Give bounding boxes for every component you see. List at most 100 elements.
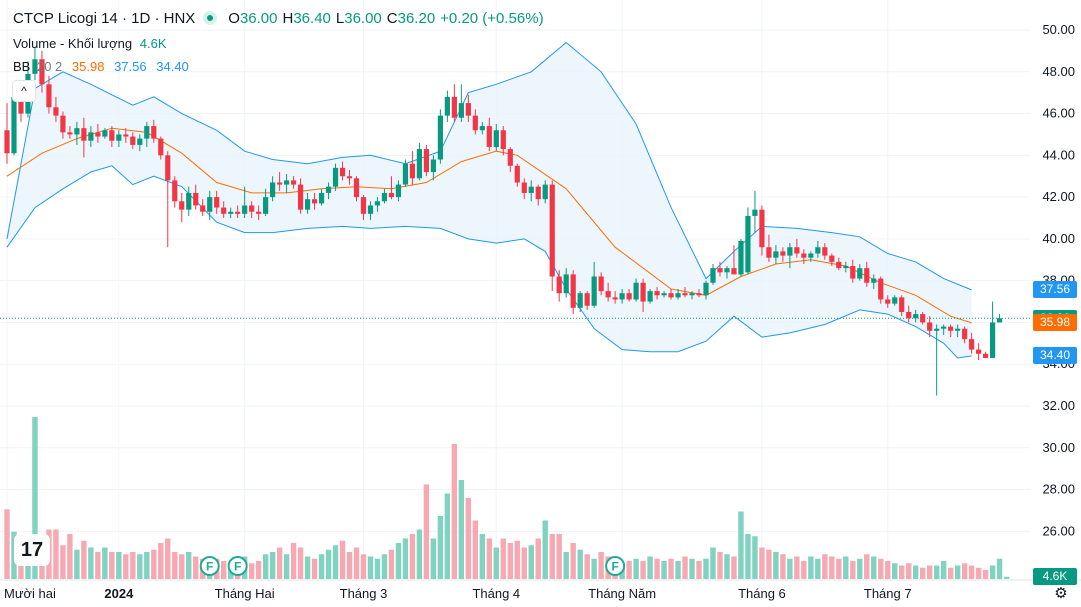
volume-bar xyxy=(423,484,430,579)
volume-bar xyxy=(773,552,779,579)
candle-body xyxy=(717,268,723,273)
symbol-title[interactable]: CTCP Licogi 14 · 1D · HNX xyxy=(13,10,196,27)
volume-bar xyxy=(186,552,192,579)
candle-body xyxy=(416,149,423,179)
candle-body xyxy=(221,207,227,214)
volume-bar xyxy=(584,554,590,579)
y-tick-label: 42.00 xyxy=(1042,189,1075,204)
candle-body xyxy=(864,268,870,283)
volume-bar xyxy=(724,554,730,579)
volume-bar xyxy=(892,563,898,579)
volume-bar xyxy=(703,558,709,579)
candle-body xyxy=(395,184,402,198)
candle-body xyxy=(339,167,346,177)
volume-bar xyxy=(486,538,493,579)
candle-body xyxy=(549,184,555,277)
volume-bar xyxy=(1003,576,1010,579)
y-tick-label: 48.00 xyxy=(1042,64,1075,79)
candle-body xyxy=(360,197,367,214)
candle-body xyxy=(109,130,115,141)
candle-body xyxy=(430,159,436,173)
candle-body xyxy=(969,339,975,350)
candle-body xyxy=(102,130,108,137)
candle-body xyxy=(696,293,702,296)
candlesticks xyxy=(4,46,1003,396)
candle-body xyxy=(60,115,66,133)
candle-body xyxy=(388,192,395,198)
candle-body xyxy=(514,165,520,183)
candle-body xyxy=(920,314,926,323)
candle-body xyxy=(228,211,234,214)
candle-body xyxy=(479,126,485,131)
candle-body xyxy=(654,291,660,296)
candle-body xyxy=(179,201,185,210)
volume-bar xyxy=(430,538,437,579)
volume-bar xyxy=(500,538,506,579)
tradingview-logo[interactable]: 17 xyxy=(14,534,50,566)
bollinger-lower-line xyxy=(6,165,972,359)
candle-body xyxy=(577,293,583,308)
candle-body xyxy=(892,297,898,304)
candle-body xyxy=(332,167,339,187)
volume-bar xyxy=(81,540,87,579)
volume-value: 4.6K xyxy=(139,36,167,51)
bollinger-legend[interactable]: BB 20 2 35.98 37.56 34.40 xyxy=(13,59,189,74)
high-value: 36.40 xyxy=(293,10,331,27)
candle-body xyxy=(542,184,548,200)
volume-bar xyxy=(367,556,374,579)
collapse-legend-button[interactable]: ^ xyxy=(12,80,36,102)
volume-bar xyxy=(248,563,255,579)
bb-params: 20 2 xyxy=(36,59,63,74)
volume-bar xyxy=(116,552,122,579)
candle-body xyxy=(528,186,534,193)
volume-bar xyxy=(780,554,786,579)
candle-body xyxy=(81,128,87,141)
candle-body xyxy=(451,96,457,118)
candle-body xyxy=(815,247,821,254)
volume-bar xyxy=(374,558,381,579)
candle-body xyxy=(263,197,269,214)
candle-body xyxy=(256,211,262,214)
candle-body xyxy=(948,326,954,331)
volume-bar xyxy=(95,552,101,579)
volume-bar xyxy=(926,565,933,579)
candle-body xyxy=(955,328,961,331)
volume-bar xyxy=(668,558,674,579)
dividend-marker-label: F xyxy=(234,560,241,574)
candle-body xyxy=(207,197,213,212)
volume-bar xyxy=(123,554,129,579)
candle-body xyxy=(976,349,982,354)
volume-bar xyxy=(989,565,996,579)
candle-body xyxy=(703,282,709,296)
gear-icon[interactable]: ⚙ xyxy=(1054,585,1068,602)
candle-body xyxy=(766,247,772,258)
bollinger-upper-line xyxy=(6,41,972,291)
volume-bar xyxy=(836,558,842,579)
volume-bar xyxy=(102,547,108,579)
x-tick-label: 2024 xyxy=(104,586,134,601)
y-tick-label: 44.00 xyxy=(1042,147,1075,162)
candle-body xyxy=(675,293,681,298)
volume-legend[interactable]: Volume - Khối lượng 4.6K xyxy=(13,36,167,51)
candle-body xyxy=(822,247,828,256)
candle-body xyxy=(563,274,569,294)
volume-bar xyxy=(647,556,653,579)
x-tick-label: Tháng 6 xyxy=(738,586,786,601)
volume-bar xyxy=(332,545,339,579)
candle-body xyxy=(165,155,171,181)
volume-bar xyxy=(626,561,632,579)
candle-body xyxy=(402,163,409,185)
candle-body xyxy=(878,278,884,300)
candle-body xyxy=(458,103,464,118)
volume-bar xyxy=(346,552,353,579)
candle-body xyxy=(612,297,618,300)
volume-bar xyxy=(899,565,905,579)
y-tick-label: 28.00 xyxy=(1042,482,1075,497)
volume-bar xyxy=(591,558,597,579)
change-value: +0.20 (+0.56%) xyxy=(440,10,544,27)
candle-body xyxy=(214,197,220,208)
volume-bar xyxy=(465,498,472,579)
volume-bar xyxy=(53,529,59,579)
candle-body xyxy=(780,251,786,256)
